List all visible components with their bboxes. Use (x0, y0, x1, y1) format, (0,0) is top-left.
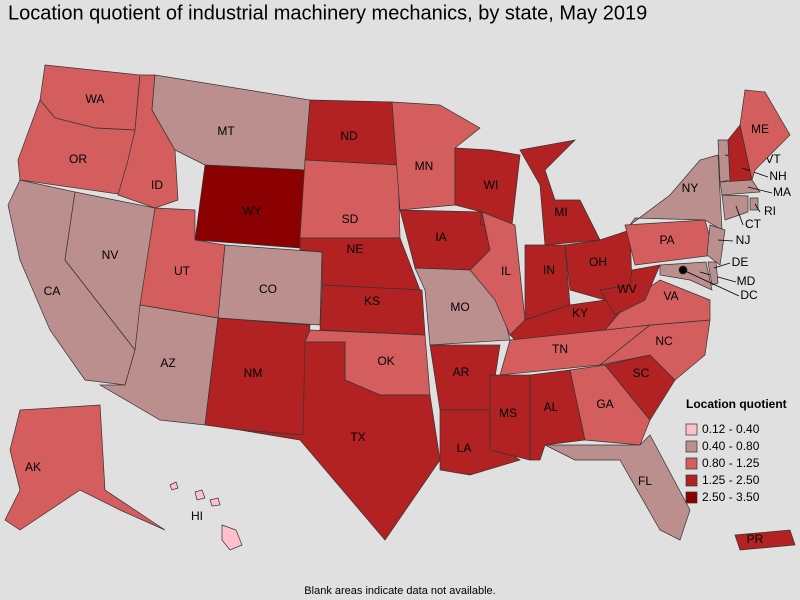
state-shape (469, 211, 526, 336)
legend-label: 0.80 - 1.25 (702, 456, 760, 470)
state-label: AR (453, 365, 470, 379)
state-label: NC (655, 334, 673, 348)
legend-label: 0.12 - 0.40 (702, 422, 760, 436)
legend-swatch (685, 440, 698, 453)
state-label: NJ (736, 233, 751, 247)
state-label: UT (174, 264, 191, 278)
leader-line (713, 262, 731, 269)
state-label: NH (769, 169, 786, 183)
state-shape (659, 261, 713, 291)
map-title: Location quotient of industrial machiner… (8, 2, 647, 24)
state-label: ME (751, 122, 769, 136)
state-label: IA (435, 230, 446, 244)
state-label: ID (151, 178, 163, 192)
state-label: PR (747, 532, 764, 546)
state-shape (519, 139, 601, 246)
state-shape (4, 404, 166, 531)
state-shape (719, 179, 761, 196)
state-label: OK (377, 354, 394, 368)
legend-swatch (685, 423, 698, 436)
state-shape (319, 284, 426, 336)
leader-line (741, 167, 769, 178)
legend-label: 1.25 - 2.50 (702, 473, 760, 487)
state-label: TN (552, 342, 568, 356)
state-label: OH (589, 255, 607, 269)
state-label: MT (217, 124, 235, 138)
leader-line (747, 186, 773, 194)
state-label: PA (659, 233, 674, 247)
state-label: CA (44, 284, 61, 298)
state-label: IN (543, 263, 555, 277)
state-label: VA (663, 289, 678, 303)
legend-title: Location quotient (686, 397, 787, 411)
state-label: MO (450, 300, 469, 314)
leader-line (754, 203, 761, 213)
states: WA OR CA NV ID MT WY UT CO AZ NM ND SD NE KS OK TX MN IA MO… (4, 64, 796, 551)
state-label: SC (633, 366, 650, 380)
state-label: HI (191, 509, 203, 523)
state-label: RI (764, 204, 776, 218)
state-label: FL (638, 474, 652, 488)
state-shape (209, 497, 221, 507)
state-label: OR (69, 152, 87, 166)
state-shape (721, 194, 749, 221)
state-label: AK (25, 460, 41, 474)
state-label: MI (554, 205, 567, 219)
state-label: KY (572, 306, 588, 320)
state-shape (569, 364, 651, 446)
state-label: CT (745, 217, 762, 231)
note: Blank areas indicate data not available. (304, 585, 495, 597)
state-shape (194, 489, 206, 501)
leader-line (717, 239, 734, 242)
state-label: CO (259, 282, 277, 296)
legend-label: 0.40 - 0.80 (702, 439, 760, 453)
state-shape (734, 529, 796, 551)
legend-swatch (685, 457, 698, 470)
leader-line (682, 269, 740, 297)
state-label: SD (342, 212, 359, 226)
state-label: ND (340, 129, 358, 143)
state-shape (629, 154, 723, 231)
leader-line (735, 205, 744, 226)
state-label: NV (102, 248, 119, 262)
state-shape (151, 74, 311, 171)
leader-line (699, 271, 737, 283)
state-label: MD (737, 274, 756, 288)
legend-label: 2.50 - 3.50 (702, 490, 760, 504)
state-shape (169, 481, 179, 491)
state-label: WV (617, 282, 636, 296)
state-label: DE (732, 255, 749, 269)
state-label: NY (682, 181, 699, 195)
state-shape (706, 224, 726, 266)
state-label: WI (484, 178, 499, 192)
legend: 0.12 - 0.40 0.40 - 0.80 0.80 - 1.25 1.25 - … (685, 422, 760, 504)
state-label: MA (773, 185, 791, 199)
state-shape (299, 159, 401, 239)
state-label: TX (350, 430, 365, 444)
state-label: WA (86, 92, 105, 106)
legend-swatch (685, 474, 698, 487)
state-label: NM (244, 366, 263, 380)
state-label: MS (499, 406, 517, 420)
state-label: IL (501, 264, 511, 278)
state-label: DC (740, 288, 758, 302)
state-label: AZ (160, 356, 175, 370)
state-label: LA (457, 441, 472, 455)
state-label: WY (242, 204, 261, 218)
state-shape (749, 197, 759, 211)
state-label: AL (544, 400, 559, 414)
state-label: KS (364, 294, 380, 308)
state-label: NE (347, 242, 364, 256)
state-shape (489, 374, 531, 461)
state-label: MN (415, 159, 434, 173)
state-label: GA (596, 397, 613, 411)
state-shape (221, 524, 243, 551)
legend-swatch (685, 491, 698, 504)
state-shape (544, 434, 691, 541)
